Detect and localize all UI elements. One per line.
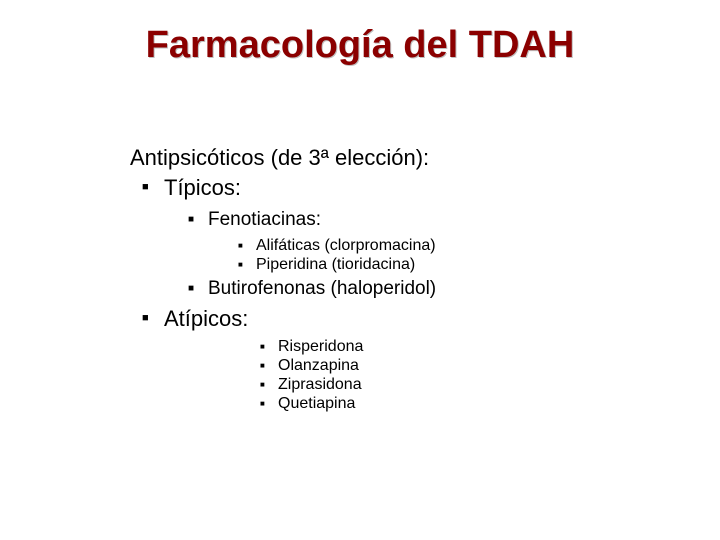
list-level-3-fenotiacinas: Alifáticas (clorpromacina) Piperidina (t…	[238, 237, 630, 274]
item-fenotiacinas-label: Fenotiacinas:	[208, 209, 321, 230]
item-atipicos: Atípicos: Risperidona Olanzapina Ziprasi…	[142, 306, 630, 413]
slide-body: Antipsicóticos (de 3ª elección): Típicos…	[130, 145, 630, 415]
item-tipicos: Típicos: Fenotiacinas: Alifáticas (clorp…	[142, 175, 630, 300]
list-level-2-tipicos: Fenotiacinas: Alifáticas (clorpromacina)…	[188, 209, 630, 300]
item-fenotiacinas: Fenotiacinas: Alifáticas (clorpromacina)…	[188, 209, 630, 274]
item-ziprasidona: Ziprasidona	[260, 376, 630, 394]
slide-title: Farmacología del TDAH	[0, 24, 720, 67]
item-butirofenonas: Butirofenonas (haloperidol)	[188, 278, 630, 300]
item-piperidina: Piperidina (tioridacina)	[238, 256, 630, 274]
item-tipicos-label: Típicos:	[164, 175, 241, 200]
list-level-1: Típicos: Fenotiacinas: Alifáticas (clorp…	[142, 175, 630, 413]
intro-text: Antipsicóticos (de 3ª elección):	[130, 145, 630, 171]
item-atipicos-label: Atípicos:	[164, 306, 248, 331]
item-quetiapina: Quetiapina	[260, 395, 630, 413]
list-level-3-atipicos: Risperidona Olanzapina Ziprasidona Queti…	[260, 338, 630, 413]
item-risperidona: Risperidona	[260, 338, 630, 356]
item-alifaticas: Alifáticas (clorpromacina)	[238, 237, 630, 255]
item-olanzapina: Olanzapina	[260, 357, 630, 375]
